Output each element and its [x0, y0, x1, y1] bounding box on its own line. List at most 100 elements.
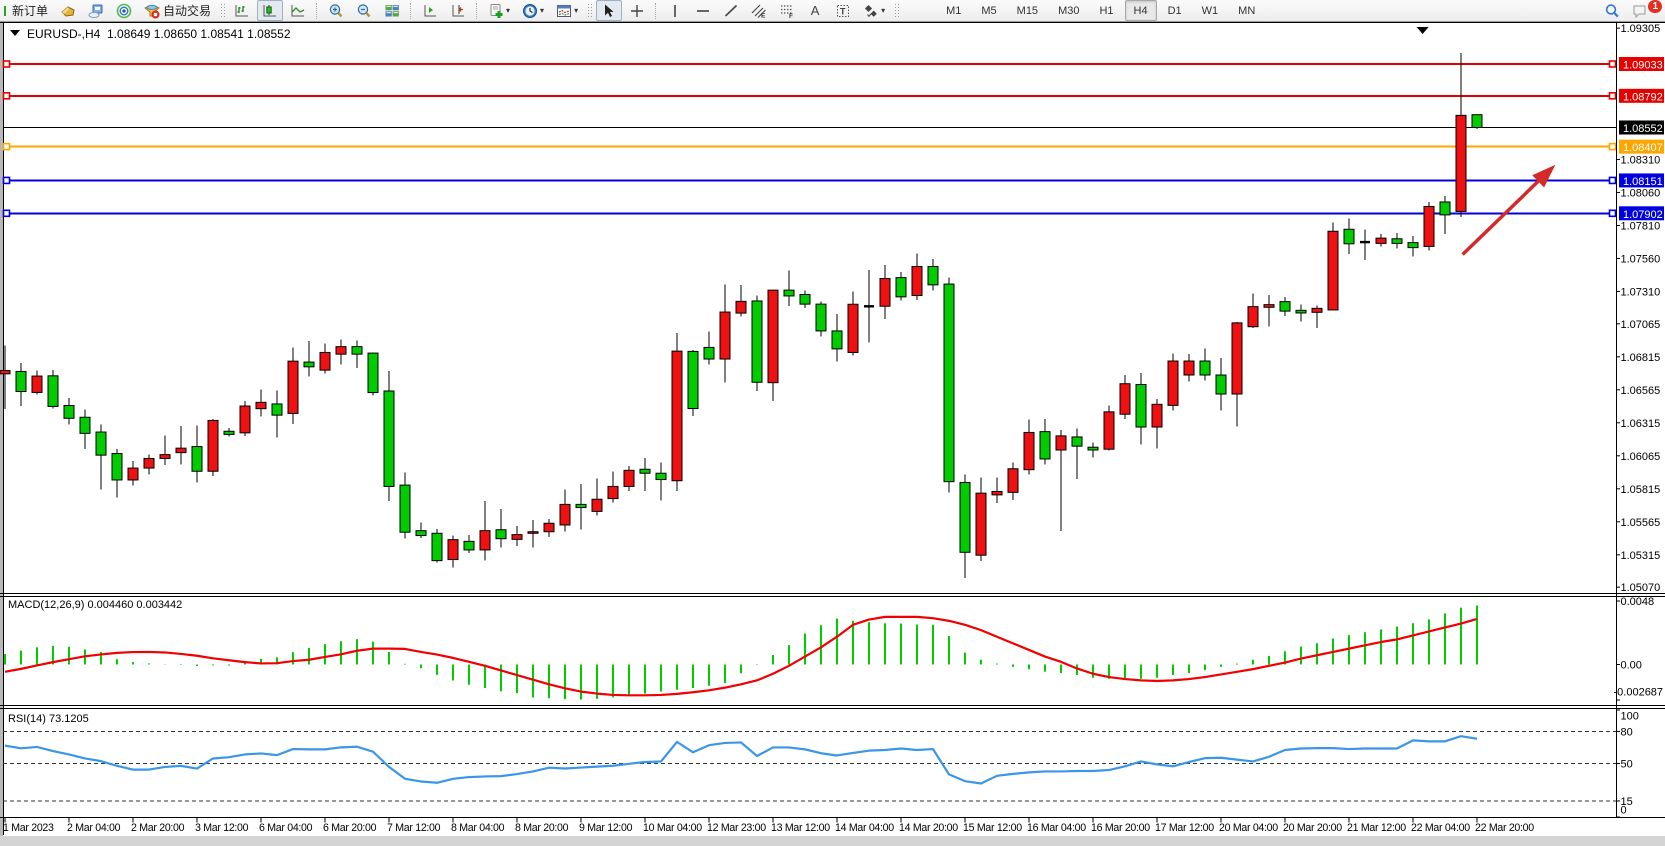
tile-windows-button[interactable]	[379, 0, 405, 21]
templates-button[interactable]: ▾	[551, 0, 583, 21]
auto-trading-button[interactable]: 自动交易	[139, 0, 216, 21]
text-button[interactable]: A	[802, 0, 828, 21]
price-line-handle[interactable]	[1610, 177, 1616, 183]
price-line-handle[interactable]	[1610, 144, 1616, 150]
candle-body	[1136, 385, 1146, 428]
time-axis-label: 21 Mar 12:00	[1347, 822, 1406, 834]
trend-line-button[interactable]	[718, 0, 744, 21]
terminal-button[interactable]	[83, 0, 109, 21]
periods-dropdown-arrow[interactable]: ▾	[540, 6, 544, 15]
equidistant-channel-button[interactable]: E	[746, 0, 772, 21]
candle-42[interactable]	[672, 333, 682, 491]
crosshair-button[interactable]	[624, 0, 650, 21]
vertical-line-button[interactable]	[662, 0, 688, 21]
timeframe-button-h1[interactable]: H1	[1090, 0, 1122, 21]
price-line-handle[interactable]	[4, 177, 10, 183]
candle-body	[64, 406, 74, 419]
price-line-handle[interactable]	[4, 144, 10, 150]
candle-body	[1376, 238, 1386, 243]
price-badge: 1.08407	[1619, 140, 1664, 155]
candle-73[interactable]	[1168, 353, 1178, 410]
timeframe-button-m1[interactable]: M1	[937, 0, 970, 21]
bar-chart-button[interactable]	[229, 0, 255, 21]
candle-83[interactable]	[1328, 223, 1338, 311]
candle-body	[48, 376, 58, 407]
toolbar-grip[interactable]	[894, 3, 899, 19]
price-line-handle[interactable]	[1610, 210, 1616, 216]
price-line-handle[interactable]	[1610, 93, 1616, 99]
candle-47[interactable]	[752, 296, 762, 391]
candle-92[interactable]	[1472, 115, 1482, 129]
price-line-handle[interactable]	[4, 61, 10, 67]
auto-trading-icon	[144, 3, 160, 19]
new-order-button[interactable]: 新订单	[7, 0, 53, 21]
macd-histogram-bar	[116, 659, 118, 664]
price-line-handle[interactable]	[4, 93, 10, 99]
zoom-out-icon	[356, 3, 372, 19]
price-axis-label: 1.07065	[1621, 319, 1661, 331]
timeframe-button-d1[interactable]: D1	[1159, 0, 1191, 21]
candle-23[interactable]	[368, 352, 378, 395]
terminal-icon	[88, 3, 104, 19]
auto-scroll-icon	[422, 3, 438, 19]
macd-histogram-bar	[916, 625, 918, 665]
candle-43[interactable]	[688, 350, 698, 416]
candle-69[interactable]	[1104, 406, 1114, 451]
macd-histogram-bar	[900, 624, 902, 665]
timeframe-button-h4[interactable]: H4	[1125, 0, 1157, 21]
signals-button[interactable]	[111, 0, 137, 21]
price-line-handle[interactable]	[4, 210, 10, 216]
candlestick-chart-button[interactable]	[257, 0, 283, 21]
cursor-icon	[601, 3, 617, 19]
toolbar-grip[interactable]	[220, 3, 225, 19]
line-chart-button[interactable]	[285, 0, 311, 21]
timeframe-button-m30[interactable]: M30	[1049, 0, 1088, 21]
candle-body	[400, 485, 410, 532]
candle-body	[1168, 361, 1178, 405]
candle-body	[928, 267, 938, 285]
candle-body	[160, 455, 170, 459]
time-axis-label: 2 Mar 20:00	[131, 822, 185, 834]
timeframe-button-m15[interactable]: M15	[1008, 0, 1047, 21]
zoom-out-button[interactable]	[351, 0, 377, 21]
price-axis-label: 1.05315	[1621, 550, 1661, 562]
chart-window: EURUSD-,H4 1.08649 1.08650 1.08541 1.085…	[0, 22, 1665, 841]
candle-15[interactable]	[240, 401, 250, 436]
cursor-button[interactable]	[596, 0, 622, 21]
window-left-edge	[0, 22, 3, 841]
auto-scroll-button[interactable]	[417, 0, 443, 21]
candle-59[interactable]	[944, 278, 954, 493]
fibonacci-button[interactable]: F	[774, 0, 800, 21]
price-axis-label: 1.06065	[1621, 451, 1661, 463]
macd-axis-label: -0.002687	[1614, 687, 1664, 699]
timeframe-button-m5[interactable]: M5	[972, 0, 1005, 21]
candle-27[interactable]	[432, 529, 442, 563]
time-axis-label: 1 Mar 2023	[3, 822, 54, 834]
time-axis-label: 20 Mar 04:00	[1219, 822, 1278, 834]
chart-shift-button[interactable]	[445, 0, 471, 21]
timeframe-button-mn[interactable]: MN	[1229, 0, 1264, 21]
journal-button[interactable]	[55, 0, 81, 21]
macd-histogram-bar	[196, 665, 198, 666]
zoom-in-button[interactable]	[323, 0, 349, 21]
shapes-button[interactable]: ▾	[858, 0, 890, 21]
candle-24[interactable]	[384, 371, 394, 501]
indicators-button[interactable]: ▾	[483, 0, 515, 21]
indicators-dropdown-arrow[interactable]: ▾	[506, 6, 510, 15]
periods-button[interactable]: ▾	[517, 0, 549, 21]
candle-89[interactable]	[1424, 202, 1434, 250]
templates-dropdown-arrow[interactable]: ▾	[574, 6, 578, 15]
candle-13[interactable]	[208, 419, 218, 476]
price-line-handle[interactable]	[1610, 61, 1616, 67]
search-button[interactable]	[1599, 0, 1625, 21]
shapes-dropdown-arrow[interactable]: ▾	[881, 6, 885, 15]
toolbar-grip[interactable]	[587, 3, 592, 19]
timeframe-button-w1[interactable]: W1	[1193, 0, 1228, 21]
horizontal-line-button[interactable]	[690, 0, 716, 21]
text-label-button[interactable]: T	[830, 0, 856, 21]
macd-histogram-bar	[132, 662, 134, 664]
chart-canvas[interactable]: EURUSD-,H4 1.08649 1.08650 1.08541 1.085…	[0, 22, 1665, 841]
notifications-button[interactable]: 1	[1627, 0, 1653, 21]
text-icon: A	[807, 3, 823, 19]
candle-3[interactable]	[48, 370, 58, 409]
